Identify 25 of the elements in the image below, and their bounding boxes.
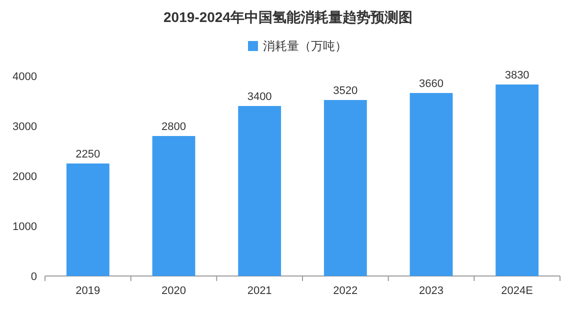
bar [324,100,367,276]
data-label: 3400 [247,91,272,103]
data-label: 3520 [333,85,358,97]
data-label: 2250 [76,148,100,160]
data-label: 2800 [162,121,186,133]
bar [66,164,110,276]
x-tick-label: 2019 [76,285,100,297]
data-label: 3830 [504,70,530,82]
bar [238,106,282,276]
x-tick-label: 2023 [419,285,444,297]
x-tick-label: 2021 [247,285,272,297]
y-tick-label: 3000 [12,121,37,133]
y-tick-label: 4000 [12,71,37,83]
y-tick-label: 0 [30,271,37,283]
bar [496,84,539,276]
chart-title: 2019-2024年中国氢能消耗量趋势预测图 [164,9,412,25]
bar [410,93,453,276]
legend-label: 消耗量（万吨） [263,39,347,53]
data-label: 3660 [419,78,444,90]
y-tick-label: 2000 [12,171,37,183]
bar [152,136,196,276]
x-tick-label: 2024E [501,285,533,297]
y-tick-label: 1000 [12,221,37,233]
x-tick-label: 2020 [162,285,186,297]
x-tick-label: 2022 [333,285,358,297]
